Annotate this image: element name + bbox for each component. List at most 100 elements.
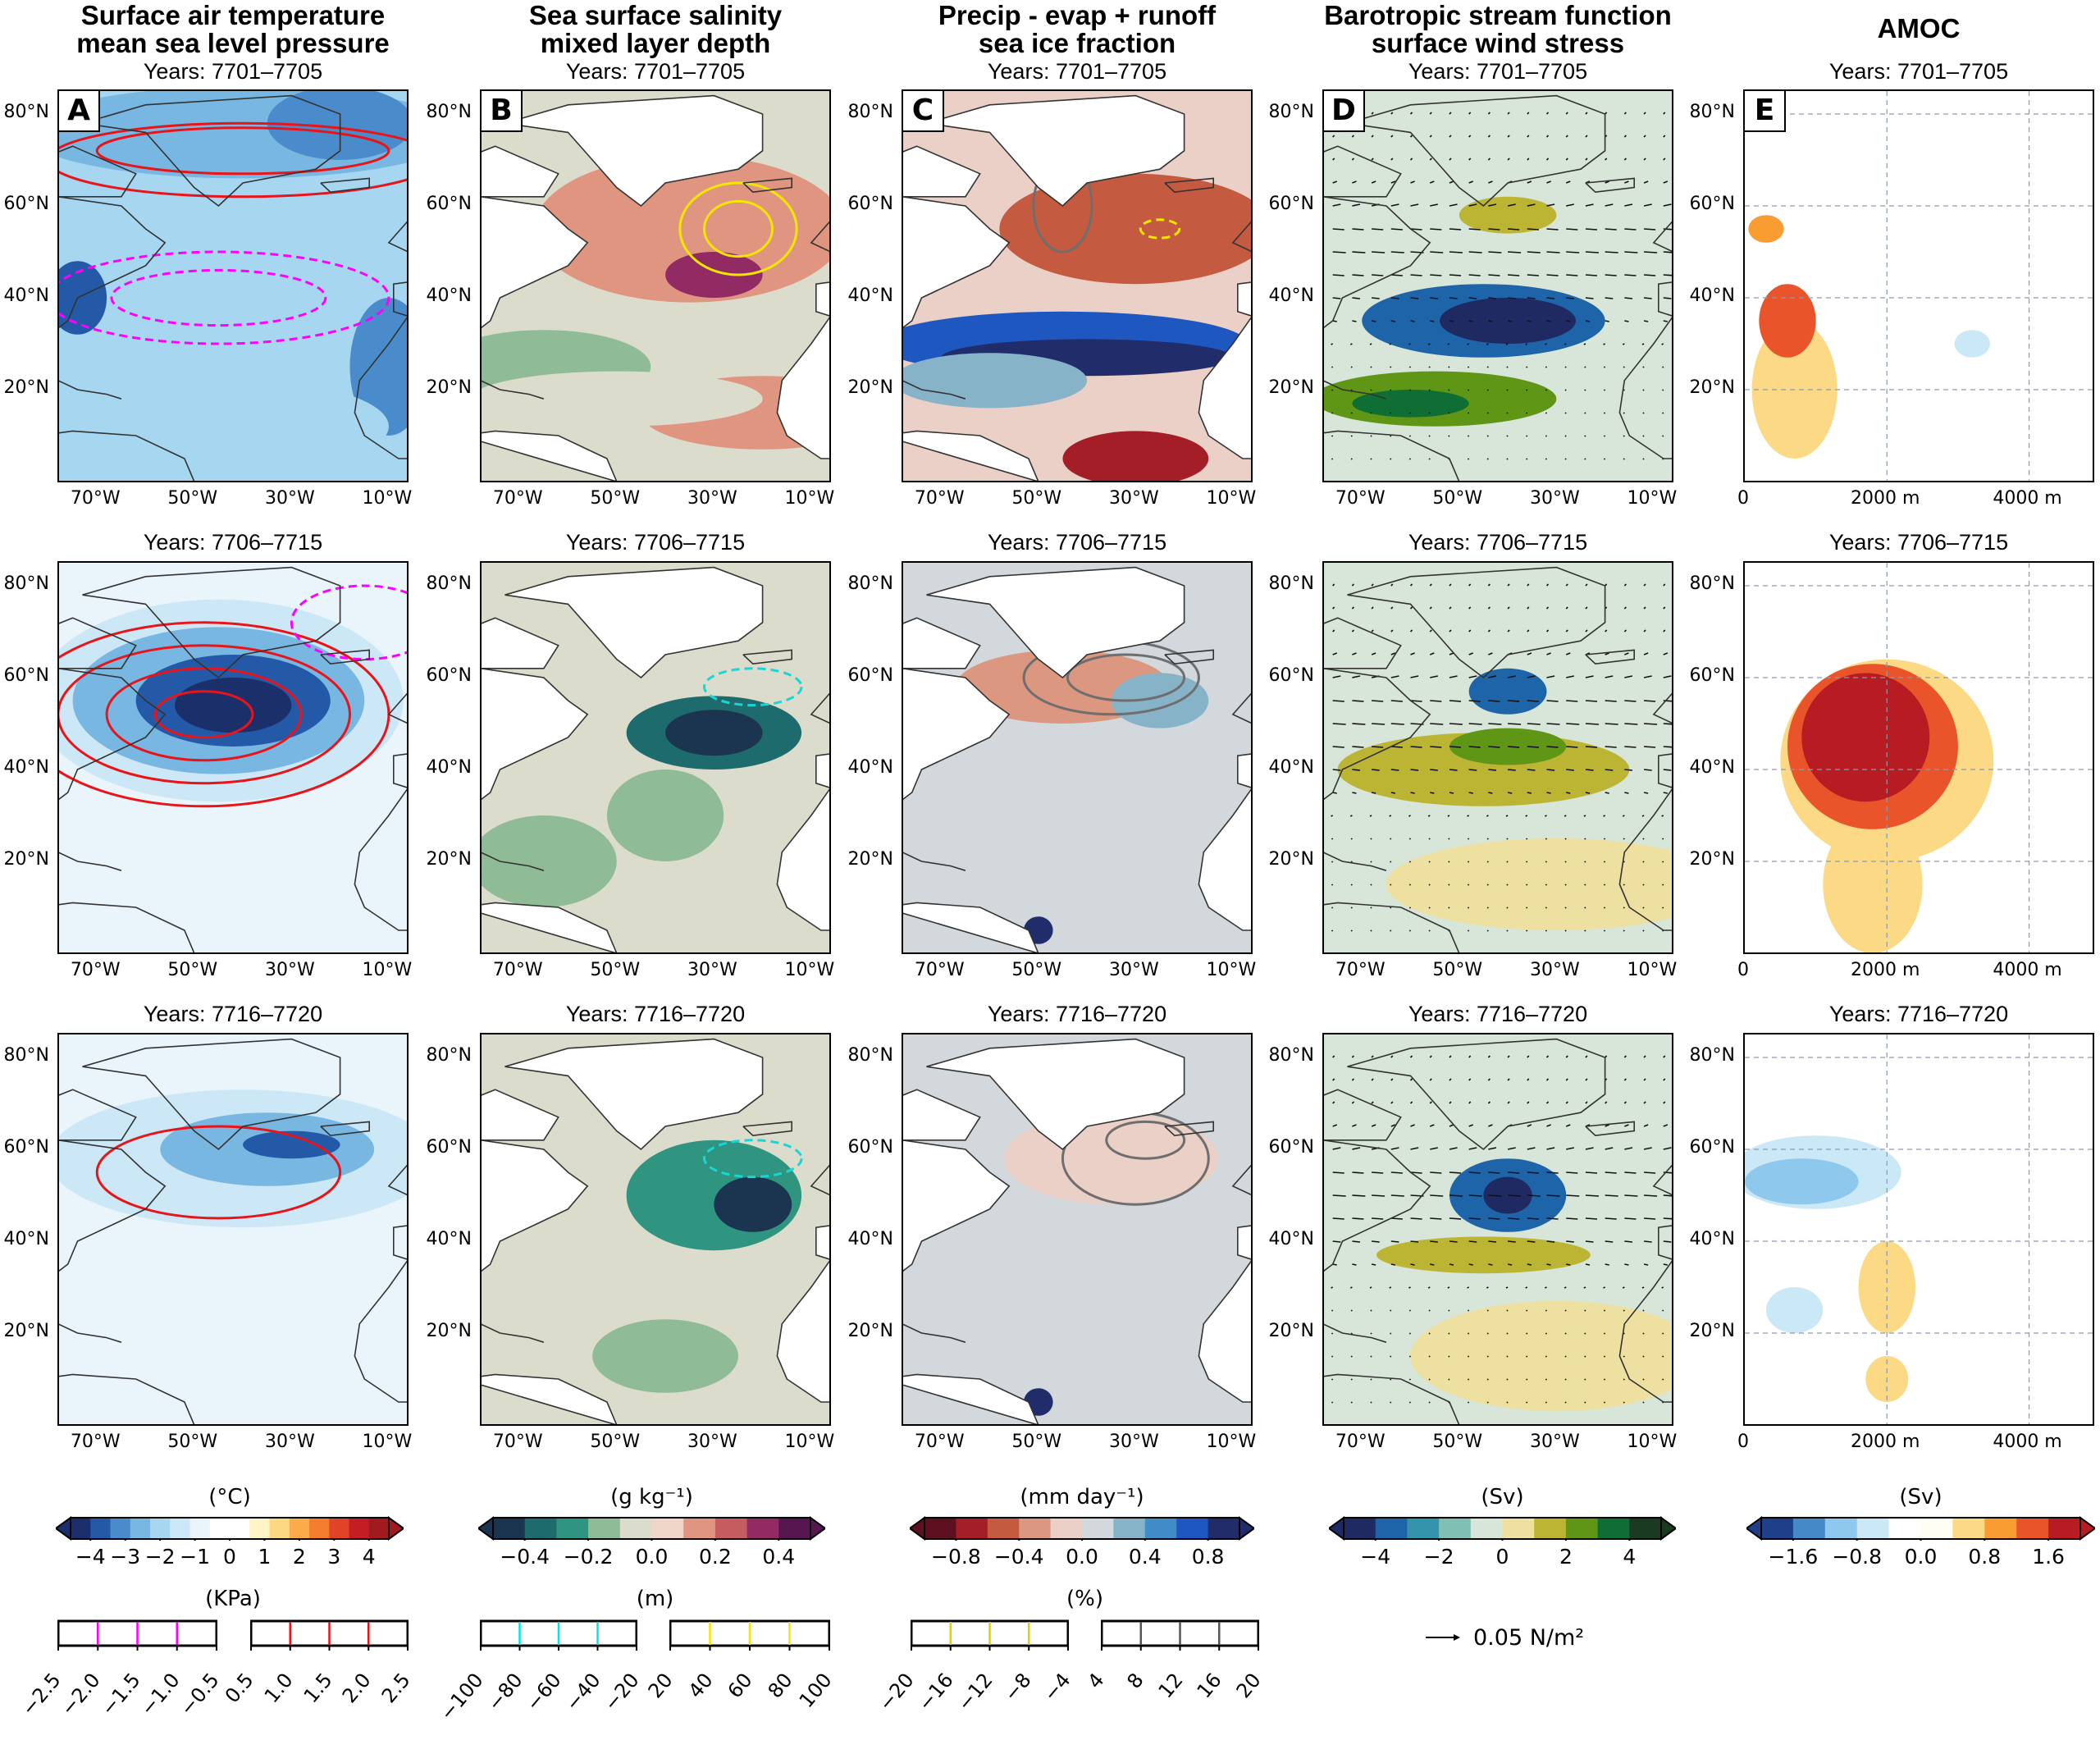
wind-arrow-icon <box>1624 792 1629 794</box>
wind-arrow-icon <box>1623 366 1625 368</box>
colorbar-b <box>477 1516 827 1541</box>
wind-arrow-icon <box>1390 907 1392 909</box>
wind-arrow-icon <box>1447 1286 1450 1289</box>
wind-arrow-icon <box>1468 320 1473 322</box>
y-tick-label: 40°N <box>1689 285 1735 306</box>
wind-arrow-icon <box>1332 135 1335 138</box>
wind-arrow-icon <box>1624 1147 1633 1150</box>
wind-arrow-icon <box>1507 158 1510 161</box>
wind-arrow-icon <box>1408 1378 1412 1381</box>
wind-arrow-icon <box>1527 251 1541 253</box>
y-tick-label: 40°N <box>1268 757 1314 778</box>
wind-arrow-icon <box>1429 606 1432 610</box>
x-tick-label: 10°W <box>784 1432 835 1452</box>
colorbar-c <box>908 1516 1256 1541</box>
wind-arrow-icon <box>1390 675 1399 678</box>
wind-arrow-icon <box>1603 1378 1606 1381</box>
contour-legend-pos <box>1100 1619 1260 1651</box>
wind-arrow-icon <box>1585 135 1588 138</box>
x-tick-label: 30°W <box>1108 960 1159 980</box>
coastline <box>59 1373 195 1424</box>
wind-arrow-icon <box>1624 1217 1637 1220</box>
wind-arrow-icon <box>1603 1309 1606 1312</box>
wind-arrow-icon <box>1643 1263 1649 1266</box>
wind-arrow-icon <box>1624 251 1638 253</box>
wind-arrow-icon <box>1486 1355 1489 1358</box>
y-tick-label: 60°N <box>847 1137 893 1158</box>
wind-arrow-icon <box>1663 583 1666 587</box>
coastline <box>903 196 1011 329</box>
field-contour <box>482 371 763 427</box>
colorbar-a <box>54 1516 405 1541</box>
y-tick-label: 60°N <box>847 665 893 686</box>
field-plot <box>903 91 1251 481</box>
wind-arrow-icon <box>1564 1286 1567 1289</box>
wind-arrow-icon <box>1663 297 1672 299</box>
wind-arrow-icon <box>1566 1171 1578 1174</box>
colorbar-swatch <box>1792 1518 1826 1539</box>
wind-arrow-icon <box>1546 1147 1555 1150</box>
wind-arrow-icon <box>1642 366 1645 368</box>
colorbar-swatch <box>1952 1518 1985 1539</box>
field-plot <box>903 563 1251 952</box>
wind-arrow-icon <box>1429 112 1432 115</box>
coastline <box>482 430 618 481</box>
coastline <box>1324 1139 1431 1272</box>
wind-arrow-icon <box>1390 884 1392 886</box>
y-tick-label: 20°N <box>1268 849 1314 870</box>
y-tick-label: 40°N <box>1268 1229 1314 1249</box>
wind-arrow-icon <box>1428 861 1431 863</box>
wind-arrow-icon <box>1449 1055 1452 1058</box>
wind-arrow-icon <box>1527 228 1539 231</box>
wind-arrow-icon <box>1527 629 1530 633</box>
wind-arrow-icon <box>1641 343 1645 345</box>
wind-arrow-icon <box>1527 1240 1536 1243</box>
field-contour <box>267 91 407 160</box>
coastline <box>1585 177 1635 194</box>
colorbar-tick-label: 2 <box>292 1545 306 1569</box>
y-tick-label: 40°N <box>847 757 893 778</box>
wind-arrow-icon <box>1605 158 1608 161</box>
colorbar-swatch <box>170 1518 190 1539</box>
colorbar-swatch <box>130 1518 151 1539</box>
wind-arrow-icon <box>1468 251 1482 253</box>
colorbar-tick-label: −0.8 <box>1832 1545 1883 1569</box>
x-tick-label: 50°W <box>1432 488 1483 509</box>
wind-arrow-icon <box>1390 1147 1399 1150</box>
wind-arrow-icon <box>1584 1309 1586 1312</box>
wind-arrow-icon <box>1603 366 1606 368</box>
wind-arrow-icon <box>1527 1101 1530 1104</box>
y-tick-label: 60°N <box>1689 194 1735 214</box>
coastline <box>1231 692 1251 724</box>
wind-arrow-icon <box>1390 929 1392 932</box>
wind-arrow-icon <box>1351 629 1355 633</box>
wind-arrow-icon <box>1545 366 1548 368</box>
wind-arrow-icon <box>1644 1171 1656 1174</box>
coastline <box>1324 196 1431 329</box>
wind-arrow-icon <box>1352 274 1364 276</box>
coastline <box>482 668 589 801</box>
x-tick-label: 30°W <box>1529 1432 1580 1452</box>
wind-arrow-icon <box>1488 297 1497 299</box>
coastline <box>482 145 559 198</box>
wind-arrow-icon <box>1468 203 1477 207</box>
wind-arrow-icon <box>1546 1263 1551 1266</box>
wind-arrow-icon <box>1564 1332 1567 1335</box>
coastline <box>387 1164 407 1196</box>
wind-arrow-icon <box>1468 158 1472 161</box>
y-tick-label: 80°N <box>1268 1045 1314 1066</box>
colorbar-swatch <box>1470 1518 1503 1539</box>
x-tick-label: 70°W <box>914 488 965 509</box>
wind-arrow-icon <box>1486 838 1489 840</box>
wind-arrow-icon <box>1428 366 1431 368</box>
y-tick-label: 80°N <box>1689 573 1735 594</box>
y-tick-label: 60°N <box>426 1137 472 1158</box>
wind-arrow-icon <box>1390 297 1399 299</box>
wind-arrow-icon <box>1565 606 1568 610</box>
wind-arrow-icon <box>1488 251 1502 253</box>
wind-arrow-icon <box>1507 606 1510 610</box>
contour-line <box>110 268 327 327</box>
wind-arrow-icon <box>1623 112 1627 115</box>
wind-arrow-icon <box>1371 320 1376 322</box>
x-tick-label: 70°W <box>492 488 543 509</box>
